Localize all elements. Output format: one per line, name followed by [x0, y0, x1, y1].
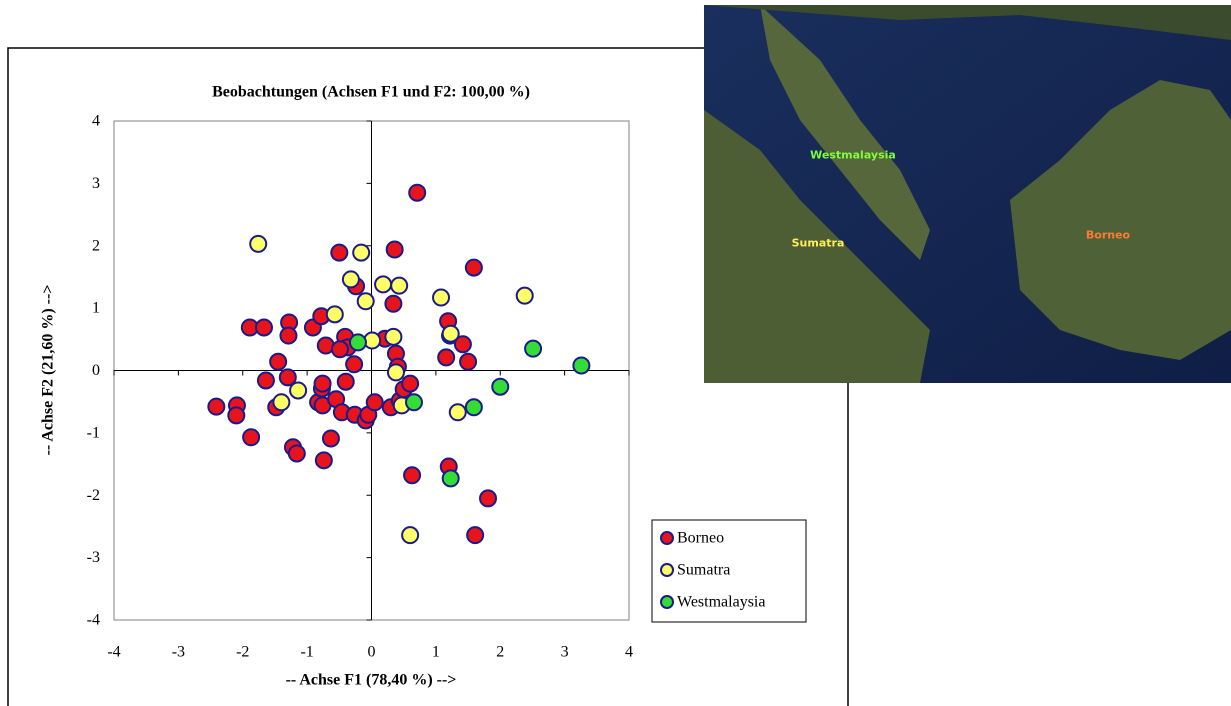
point — [249, 234, 268, 253]
point — [374, 275, 393, 294]
point — [466, 526, 485, 545]
point — [437, 348, 456, 367]
point — [384, 327, 403, 346]
x-tick-label: -4 — [107, 644, 120, 661]
point — [524, 339, 543, 358]
y-tick-label: 2 — [92, 237, 100, 254]
point — [386, 363, 405, 382]
point — [321, 429, 340, 448]
point — [464, 258, 483, 277]
x-axis-label: -- Achse F1 (78,40 %) --> — [286, 672, 457, 689]
point — [345, 355, 364, 374]
point — [227, 406, 246, 425]
legend-marker — [660, 563, 674, 577]
point — [404, 393, 423, 412]
legend-label: Sumatra — [677, 562, 730, 579]
point — [254, 318, 273, 337]
point — [464, 398, 483, 417]
legend-marker — [660, 531, 674, 545]
y-tick-label: 4 — [92, 113, 100, 130]
x-tick-label: -2 — [236, 644, 249, 661]
point — [278, 368, 297, 387]
point — [314, 451, 333, 470]
y-tick-label: 0 — [92, 362, 100, 379]
point — [348, 333, 367, 352]
north-land — [704, 5, 1231, 40]
x-tick-label: 3 — [561, 644, 569, 661]
point — [365, 393, 384, 412]
map-label: Sumatra — [792, 237, 845, 250]
y-tick-label: -2 — [87, 487, 100, 504]
point — [491, 377, 510, 396]
peninsula-land — [760, 5, 930, 260]
point — [313, 374, 332, 393]
point — [390, 276, 409, 295]
legend-label: Westmalaysia — [677, 594, 765, 611]
point — [287, 444, 306, 463]
point — [341, 270, 360, 289]
point — [272, 393, 291, 412]
point — [289, 381, 308, 400]
point — [453, 335, 472, 354]
point — [256, 371, 275, 390]
point — [385, 240, 404, 259]
y-tick-label: 1 — [92, 300, 100, 317]
y-axis-label: -- Achse F2 (21,60 %) --> — [40, 285, 57, 456]
x-tick-label: 1 — [432, 644, 440, 661]
point — [336, 372, 355, 391]
y-tick-label: 3 — [92, 175, 100, 192]
point — [356, 292, 375, 311]
point — [408, 183, 427, 202]
chart-frame — [7, 47, 849, 706]
point — [279, 326, 298, 345]
x-tick-label: 4 — [625, 644, 633, 661]
point — [269, 352, 288, 371]
point — [441, 324, 460, 343]
point — [572, 356, 591, 375]
point — [325, 305, 344, 324]
point — [384, 294, 403, 313]
point — [441, 469, 460, 488]
sumatra-land — [704, 110, 930, 383]
x-tick-label: -1 — [300, 644, 313, 661]
chart-title: Beobachtungen (Achsen F1 und F2: 100,00 … — [212, 84, 530, 101]
point — [479, 489, 498, 508]
legend-label: Borneo — [677, 530, 724, 547]
y-tick-label: -3 — [87, 549, 100, 566]
x-tick-label: 0 — [368, 644, 376, 661]
point — [242, 428, 261, 447]
point — [401, 374, 420, 393]
x-tick-label: -3 — [172, 644, 185, 661]
map: Westmalaysia Sumatra Borneo — [704, 5, 1231, 383]
x-tick-label: 2 — [496, 644, 504, 661]
point — [330, 340, 349, 359]
point — [330, 243, 349, 262]
y-tick-label: -1 — [87, 424, 100, 441]
point — [403, 466, 422, 485]
point — [401, 526, 420, 545]
point — [448, 403, 467, 422]
y-tick-label: -4 — [87, 612, 100, 629]
legend-marker — [660, 595, 674, 609]
point — [515, 286, 534, 305]
point — [352, 243, 371, 262]
borneo-land — [1010, 80, 1231, 360]
point — [459, 352, 478, 371]
legend — [651, 519, 807, 623]
point — [432, 288, 451, 307]
point — [207, 397, 226, 416]
map-label: Borneo — [1086, 229, 1131, 242]
map-label: Westmalaysia — [810, 149, 896, 162]
